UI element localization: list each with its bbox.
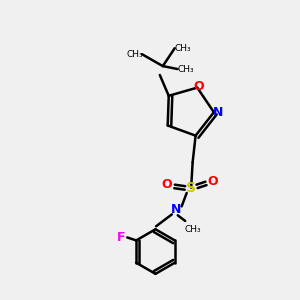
Text: N: N: [213, 106, 224, 119]
Text: CH₃: CH₃: [184, 225, 201, 234]
Text: S: S: [186, 181, 196, 195]
Text: O: O: [194, 80, 204, 93]
Text: O: O: [207, 175, 218, 188]
Text: F: F: [117, 231, 126, 244]
Text: CH₃: CH₃: [126, 50, 143, 59]
Text: O: O: [161, 178, 172, 191]
Text: N: N: [171, 203, 181, 217]
Text: CH₃: CH₃: [178, 64, 194, 74]
Text: CH₃: CH₃: [174, 44, 191, 53]
